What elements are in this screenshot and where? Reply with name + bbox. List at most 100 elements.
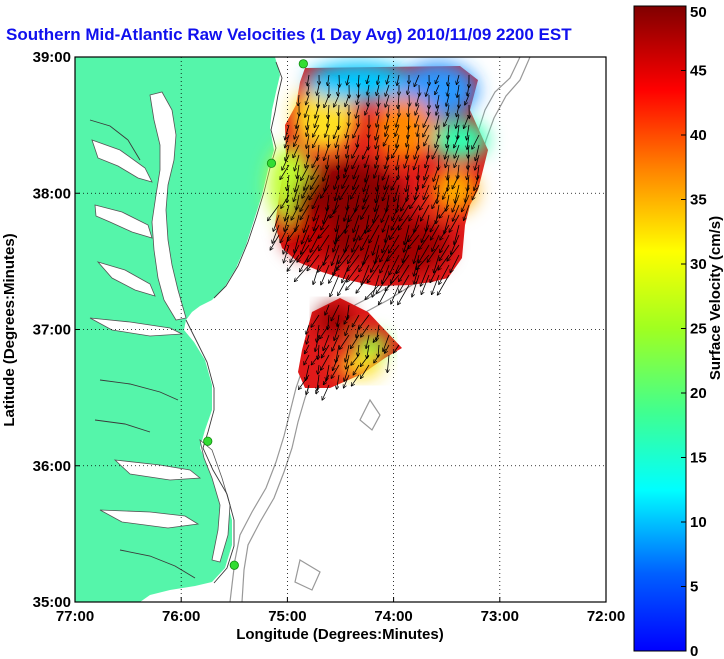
velocity-vector — [332, 244, 340, 265]
velocity-vector — [372, 274, 380, 297]
velocity-vector — [295, 214, 300, 231]
velocity-vector — [351, 184, 360, 199]
velocity-vector — [319, 234, 330, 251]
velocity-vector — [321, 214, 330, 230]
velocity-vector — [363, 144, 370, 159]
velocity-vector — [467, 164, 470, 180]
velocity-vector — [351, 334, 360, 348]
velocity-vector — [407, 84, 409, 94]
velocity-vector — [464, 204, 470, 220]
velocity-vector — [406, 134, 410, 147]
velocity-vector — [380, 254, 390, 273]
velocity-vector — [309, 224, 320, 242]
velocity-vector — [446, 94, 450, 106]
velocity-vector — [457, 84, 459, 97]
velocity-vector — [472, 134, 480, 149]
velocity-vector — [322, 384, 330, 400]
velocity-vector — [475, 144, 480, 161]
velocity-vector — [313, 204, 320, 221]
radar-site-marker — [229, 560, 239, 570]
velocity-vector — [318, 364, 319, 374]
velocity-vector — [305, 104, 310, 117]
velocity-vector — [415, 184, 420, 199]
velocity-vector — [430, 264, 440, 282]
velocity-vector — [314, 114, 320, 127]
velocity-vector — [300, 194, 310, 211]
velocity-vector — [382, 164, 390, 180]
velocity-vector — [385, 124, 390, 136]
velocity-vector — [415, 104, 420, 115]
velocity-vector — [353, 174, 360, 189]
velocity-vector — [306, 124, 310, 136]
colorbar-tick-label: 20 — [690, 385, 707, 402]
velocity-vector — [358, 114, 359, 127]
velocity-vector — [294, 134, 300, 146]
velocity-vector — [439, 244, 450, 261]
velocity-vector — [407, 164, 409, 180]
velocity-vector — [387, 354, 389, 372]
velocity-vector — [383, 134, 390, 146]
velocity-vector — [439, 264, 450, 284]
velocity-vector — [336, 344, 340, 362]
velocity-vector — [468, 144, 469, 158]
y-tick-label: 36:00 — [33, 458, 71, 475]
velocity-vector — [408, 124, 409, 138]
velocity-vector — [467, 174, 469, 191]
velocity-vector — [353, 124, 360, 138]
velocity-vector — [423, 114, 430, 127]
velocity-vector — [421, 274, 430, 294]
velocity-vector — [327, 114, 329, 127]
velocity-vector — [284, 214, 290, 231]
velocity-vector — [311, 354, 320, 365]
velocity-vector — [319, 224, 330, 238]
velocity-vector — [361, 234, 370, 250]
velocity-vector — [345, 214, 350, 233]
velocity-vector — [367, 74, 369, 84]
velocity-vector — [396, 154, 400, 170]
velocity-vector — [321, 264, 330, 285]
velocity-vector — [375, 154, 380, 168]
velocity-vector — [272, 224, 280, 243]
velocity-vector — [315, 334, 320, 351]
velocity-vector — [323, 334, 330, 350]
velocity-vector — [389, 234, 400, 253]
velocity-vector — [333, 234, 340, 252]
velocity-vector — [338, 244, 350, 264]
velocity-vector — [330, 204, 340, 218]
velocity-vector — [280, 224, 290, 243]
velocity-vector — [282, 154, 290, 170]
velocity-vector — [324, 174, 330, 191]
velocity-vector — [421, 224, 430, 242]
velocity-vector — [287, 174, 290, 190]
velocity-vector — [369, 224, 380, 243]
velocity-vector — [294, 124, 300, 139]
velocity-vector — [347, 194, 350, 210]
velocity-vector — [447, 134, 450, 147]
velocity-vector — [323, 204, 330, 223]
chart-title: Southern Mid-Atlantic Raw Velocities (1 … — [6, 25, 572, 44]
velocity-vector — [457, 74, 460, 84]
velocity-vector — [375, 194, 380, 211]
velocity-vector — [417, 174, 420, 191]
velocity-vector — [310, 234, 320, 252]
velocity-vector — [347, 74, 349, 85]
velocity-vector — [368, 94, 369, 106]
velocity-vector — [385, 224, 390, 242]
velocity-vector — [394, 184, 400, 201]
velocity-vector — [353, 164, 360, 179]
velocity-vector — [387, 144, 389, 160]
velocity-vector — [320, 324, 330, 339]
velocity-vector — [301, 164, 310, 180]
velocity-vector — [454, 134, 460, 148]
velocity-vector — [448, 124, 449, 139]
velocity-vector — [367, 344, 370, 358]
velocity-vector — [376, 144, 380, 159]
velocity-vector — [430, 214, 440, 232]
velocity-vector — [321, 184, 330, 198]
velocity-vector — [295, 174, 300, 192]
velocity-vector — [398, 214, 410, 230]
velocity-vector — [306, 94, 310, 105]
velocity-vector — [433, 164, 440, 181]
velocity-vector — [302, 184, 310, 198]
velocity-vector — [467, 124, 470, 140]
